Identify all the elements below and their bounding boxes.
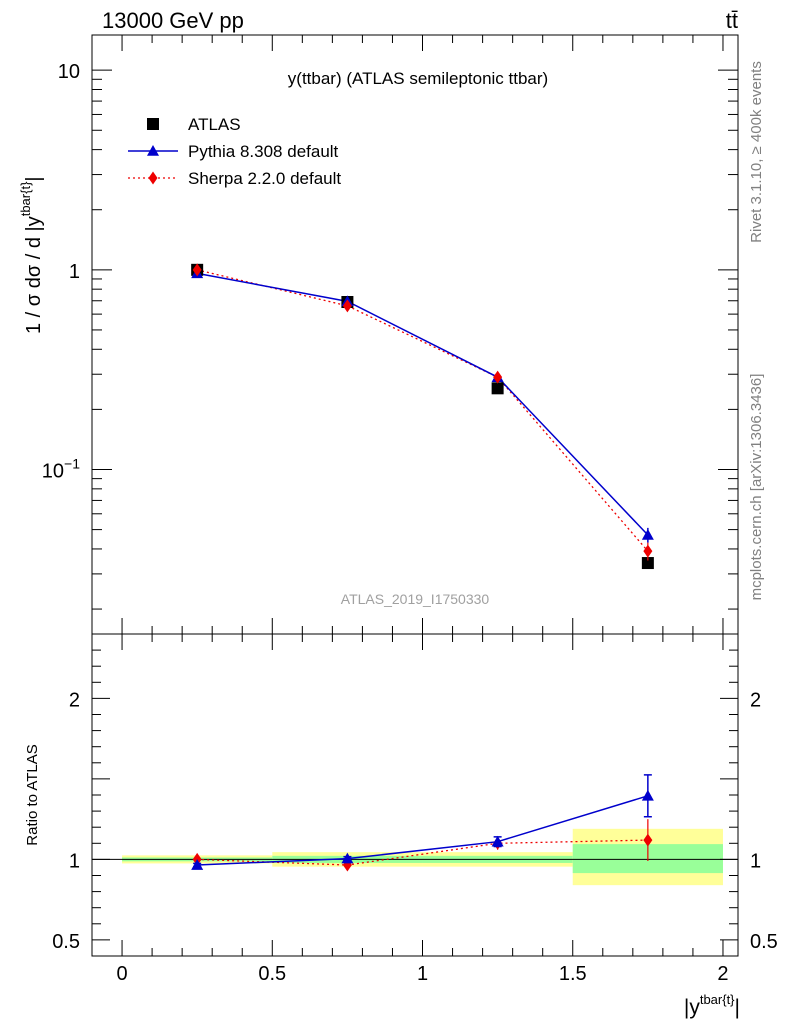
main-y-tick-label: 10: [58, 61, 80, 83]
legend-label: ATLAS: [188, 115, 241, 134]
ratio-y-tick-label: 1: [69, 850, 80, 872]
main-y-tick-label-base: 1: [69, 261, 80, 283]
main-y-tick-label-exp: −1: [64, 455, 80, 471]
ratio-frame: [91, 633, 739, 957]
sherpa-point: [342, 299, 352, 313]
ratio-pythia-point: [341, 852, 354, 864]
mcplots-reference-label: mcplots.cern.ch [arXiv:1306.3436]: [748, 374, 765, 601]
ratio-y-tick-label-right: 0.5: [750, 931, 778, 953]
process-label: tt̄: [726, 8, 738, 33]
atlas-point: [491, 382, 504, 395]
plot-title: y(ttbar) (ATLAS semileptonic ttbar): [288, 69, 548, 88]
ratio-uncertainty-bands: [92, 828, 738, 886]
ratio-series: [191, 774, 654, 872]
legend-label: Sherpa 2.2.0 default: [188, 169, 341, 188]
legend-atlas-marker: [147, 118, 159, 130]
ratio-panel: 0.5 0.5 1 1 2 2 0 0.5 1 1.5 2 Ratio to ATLAS |ytba…: [24, 633, 778, 1019]
ratio-y-tick-label: 0.5: [52, 931, 80, 953]
legend-label: Pythia 8.308 default: [188, 142, 339, 161]
ratio-sherpa-point: [643, 833, 653, 847]
ratio-axis-ticks: 0.5 0.5 1 1 2 2 0 0.5 1 1.5 2: [52, 633, 778, 985]
pythia-line: [197, 272, 649, 536]
ratio-y-tick-label-right: 1: [750, 850, 761, 872]
main-y-axis-label-main: 1 / σ dσ / d |y: [23, 216, 45, 334]
x-axis-label-sup: tbar{t}: [700, 992, 735, 1007]
main-y-axis-label: 1 / σ dσ / d |ytbar{t}|: [18, 176, 45, 334]
main-y-axis-label-close: |: [23, 176, 45, 181]
sherpa-point: [493, 370, 503, 384]
rivet-version-label: Rivet 3.1.10, ≥ 400k events: [748, 61, 765, 243]
atlas-point: [641, 557, 654, 570]
analysis-watermark: ATLAS_2019_I1750330: [341, 591, 490, 607]
legend-pythia-marker: [147, 145, 159, 156]
legend: ATLAS Pythia 8.308 default Sherpa 2.2.0 de…: [128, 115, 341, 188]
ratio-pythia-point: [641, 789, 654, 801]
main-series: [191, 263, 654, 570]
ratio-pythia-point: [491, 835, 504, 847]
x-axis-label: |ytbar{t}|: [684, 992, 740, 1019]
main-y-tick-label: 10−1: [42, 455, 80, 482]
x-axis-label-main: |y: [684, 996, 700, 1019]
sherpa-point: [192, 263, 202, 277]
main-y-tick-label: 1: [69, 261, 80, 283]
ratio-y-tick-label: 2: [69, 689, 80, 711]
ratio-y-tick-label-right: 2: [750, 689, 761, 711]
legend-sherpa-marker: [148, 171, 158, 185]
main-y-axis-label-sup: tbar{t}: [18, 181, 33, 216]
main-y-tick-label-base: 10: [42, 460, 64, 482]
x-tick-label: 1: [417, 963, 428, 985]
x-tick-label: 0: [116, 963, 127, 985]
x-tick-label: 1.5: [559, 963, 587, 985]
x-tick-label: 2: [717, 963, 728, 985]
x-axis-label-close: |: [735, 996, 740, 1019]
beam-energy-label: 13000 GeV pp: [102, 8, 244, 33]
main-y-tick-label-base: 10: [58, 61, 80, 83]
x-tick-label: 0.5: [258, 963, 286, 985]
sherpa-point: [643, 544, 653, 558]
ratio-pythia-point: [191, 859, 204, 870]
sherpa-line: [197, 269, 649, 552]
ratio-pythia-line: [197, 795, 649, 866]
ratio-y-axis-label: Ratio to ATLAS: [24, 744, 41, 845]
pythia-point: [641, 528, 654, 540]
